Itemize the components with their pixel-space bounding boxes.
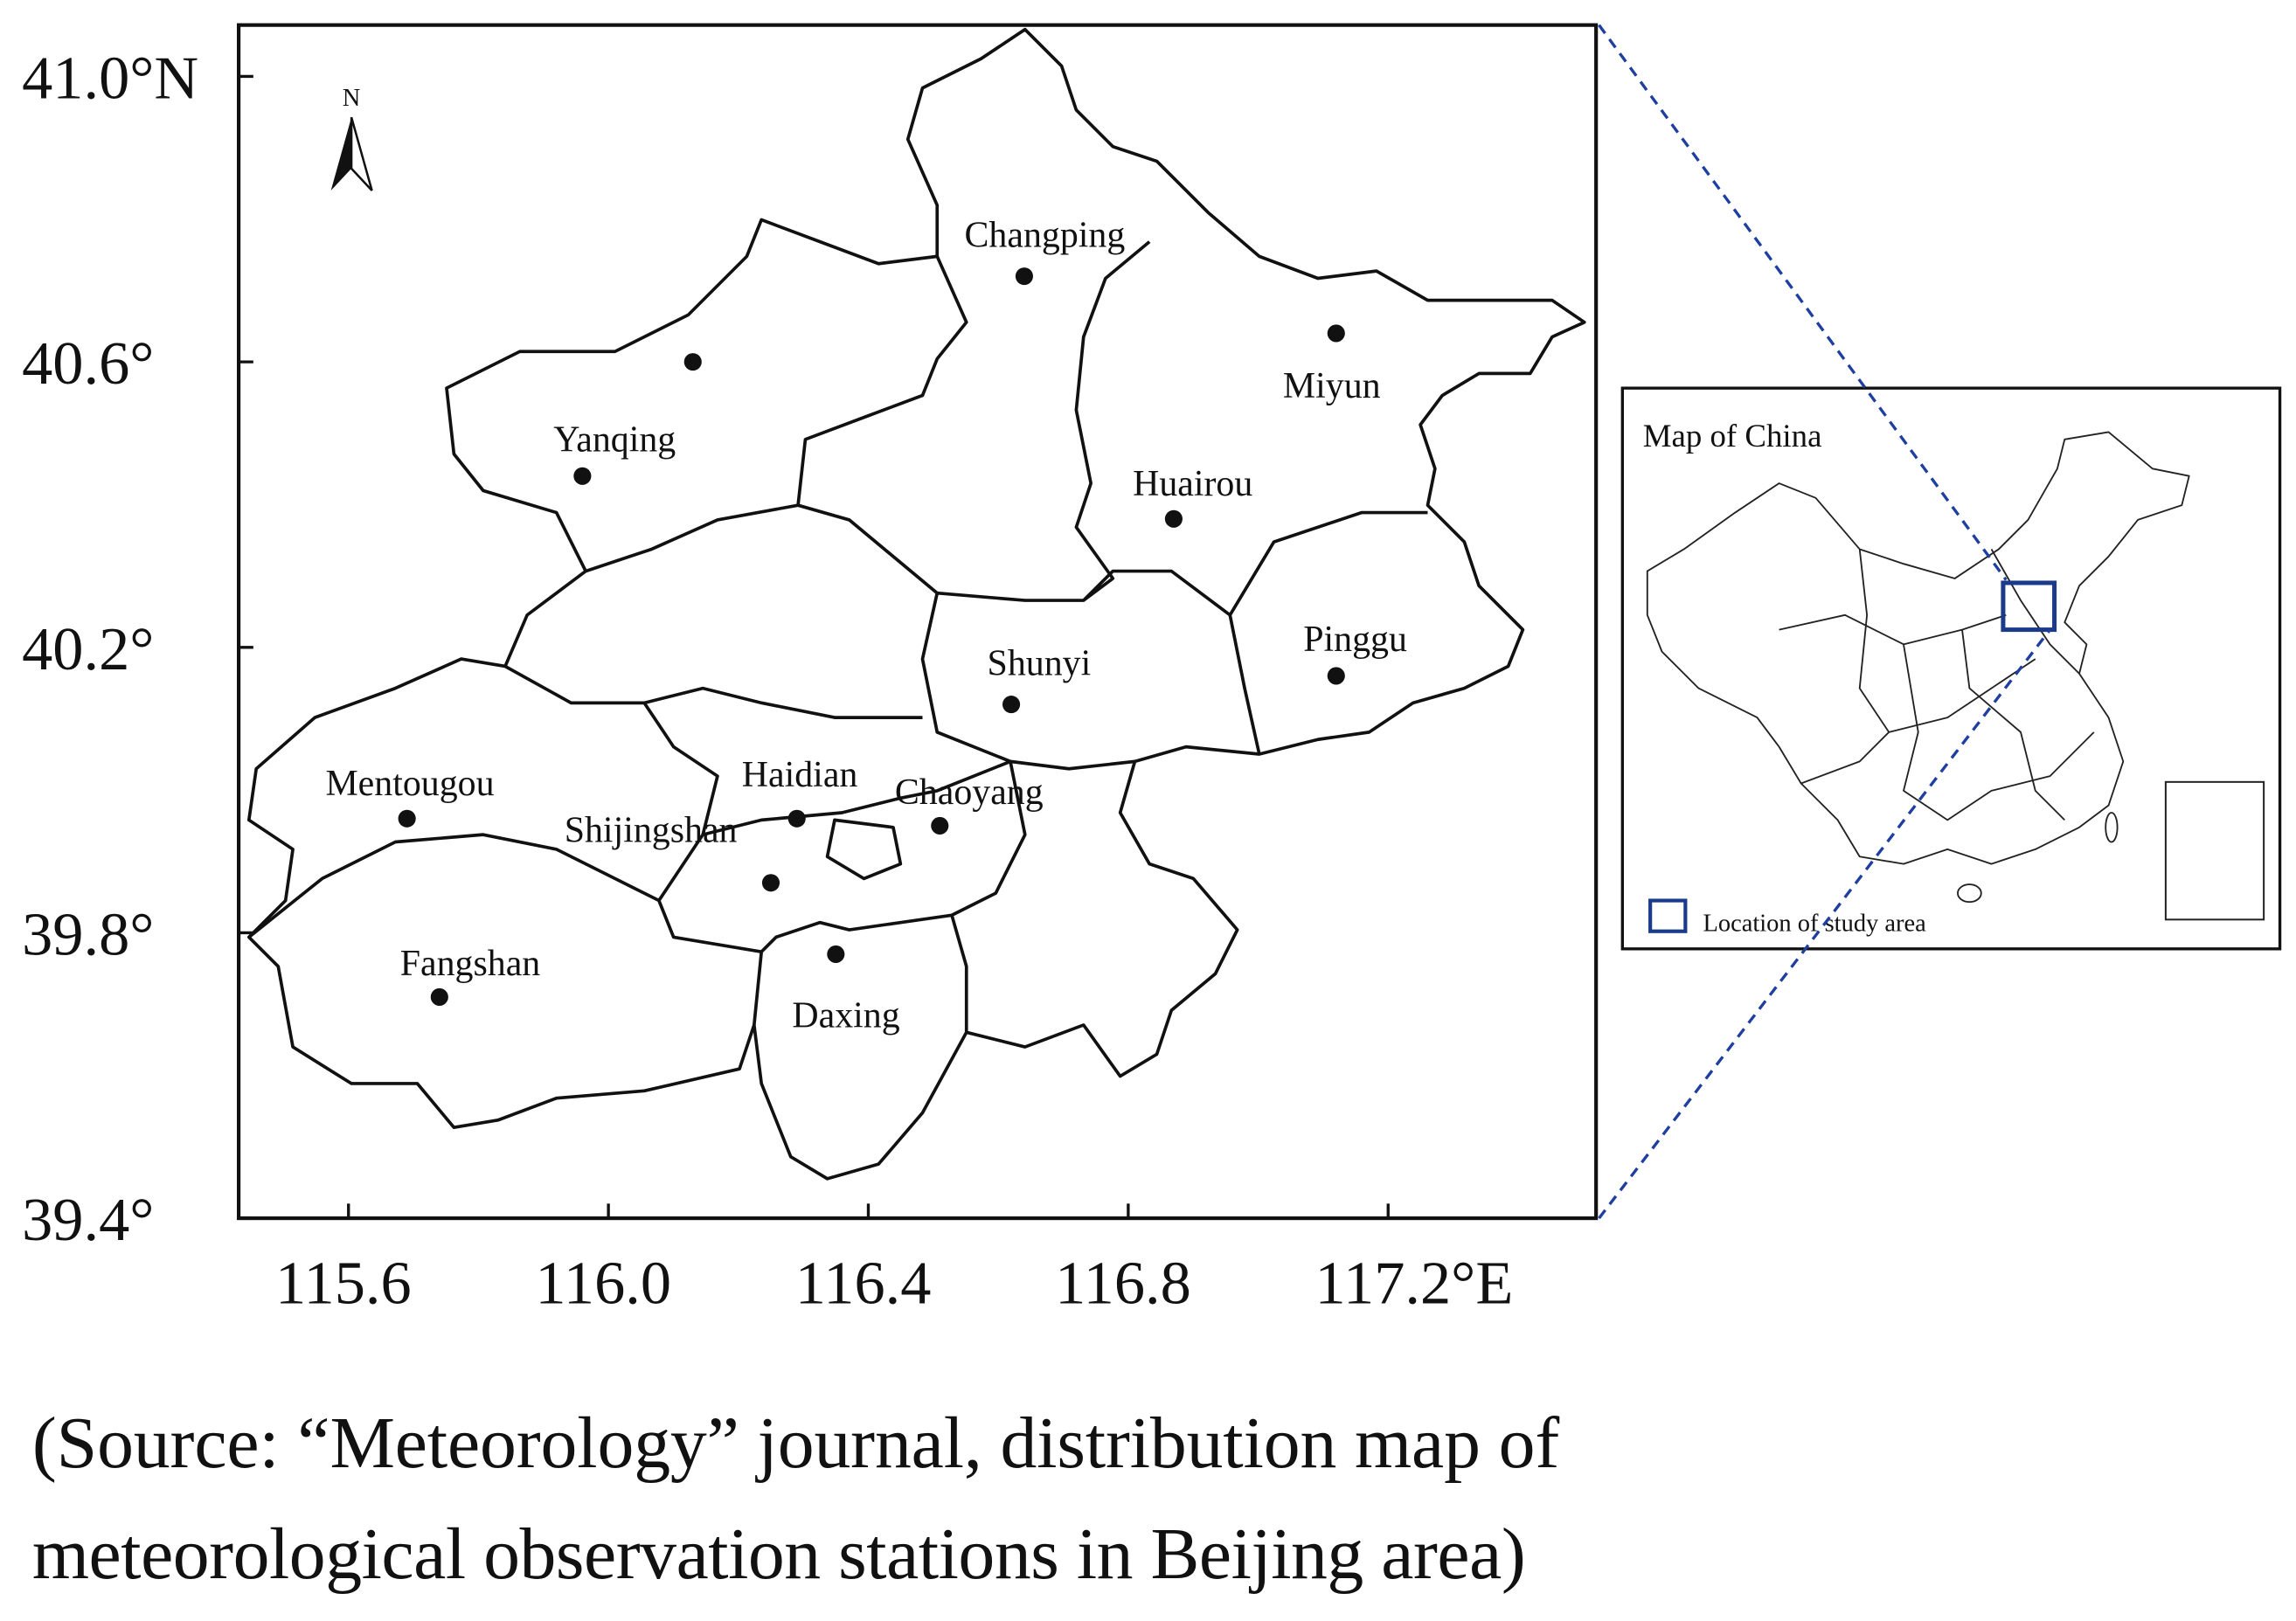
hainan bbox=[1957, 883, 1982, 904]
arrow-left bbox=[330, 117, 352, 191]
station-dot bbox=[761, 874, 780, 892]
station-dot bbox=[430, 987, 448, 1006]
station-label: Shunyi bbox=[988, 644, 1092, 684]
station-label: Chaoyang bbox=[895, 772, 1044, 813]
station-dot bbox=[1327, 324, 1345, 343]
station-label: Changping bbox=[964, 216, 1125, 256]
zoom-lines bbox=[1598, 24, 2051, 1220]
inset-frame bbox=[1620, 386, 2282, 951]
y-tick-label: 41.0°N bbox=[22, 45, 198, 113]
station-dot bbox=[1002, 696, 1021, 714]
station-label: Haidian bbox=[742, 755, 858, 795]
station-dot bbox=[787, 809, 806, 828]
x-tick-label: 115.6 bbox=[275, 1249, 412, 1317]
x-tick-label: 116.0 bbox=[535, 1249, 671, 1317]
station-label: Fangshan bbox=[400, 944, 541, 984]
y-tick-label: 40.2° bbox=[22, 615, 154, 683]
station-label: Daxing bbox=[792, 996, 899, 1036]
north-arrow: N bbox=[330, 85, 373, 191]
station-dot bbox=[1015, 267, 1033, 286]
taiwan bbox=[2105, 812, 2119, 843]
legend-label: Location of study area bbox=[1703, 911, 1926, 938]
y-tick-label: 39.4° bbox=[22, 1186, 154, 1254]
x-tick-label: 116.8 bbox=[1055, 1249, 1191, 1317]
station-label: Huairou bbox=[1133, 464, 1252, 504]
china-outline bbox=[1646, 431, 2190, 865]
station-dot bbox=[931, 816, 949, 835]
beijing-outline bbox=[246, 27, 1586, 1181]
y-tick-label: 40.6° bbox=[22, 329, 154, 398]
x-tick-label: 117.2°E bbox=[1314, 1249, 1513, 1317]
station-dot bbox=[683, 353, 702, 371]
boundary bbox=[247, 240, 1428, 1033]
south-china-sea-frame bbox=[2164, 780, 2265, 921]
station-label: Mentougou bbox=[325, 764, 494, 804]
station-label: Yanqing bbox=[553, 419, 676, 460]
station-dot bbox=[1164, 509, 1183, 528]
station-dot bbox=[573, 467, 592, 485]
y-tick-label: 39.8° bbox=[22, 901, 154, 969]
zoom-line bbox=[1598, 628, 2051, 1220]
caption-line: meteorological observation stations in B… bbox=[32, 1514, 1526, 1595]
station-label: Pinggu bbox=[1303, 620, 1407, 660]
station-label: Shijingshan bbox=[565, 810, 738, 850]
province-lines bbox=[1779, 548, 2095, 821]
legend-swatch bbox=[1648, 898, 1688, 933]
caption-line: (Source: “Meteorology” journal, distribu… bbox=[32, 1403, 1560, 1484]
inset-title: Map of China bbox=[1643, 418, 1822, 454]
study-area-box bbox=[2001, 580, 2057, 633]
station-label: Miyun bbox=[1283, 366, 1381, 406]
x-tick-label: 116.4 bbox=[795, 1249, 932, 1317]
station-dot bbox=[398, 809, 416, 828]
arrow-right bbox=[350, 116, 373, 191]
zoom-line bbox=[1598, 24, 2008, 581]
north-label: N bbox=[343, 85, 361, 112]
district-boundaries bbox=[246, 27, 1586, 1181]
map-frame bbox=[236, 23, 1599, 1221]
station-dot bbox=[827, 945, 845, 963]
inset: Map of China Location of study area bbox=[1620, 386, 2282, 951]
station-dot bbox=[1327, 667, 1345, 685]
